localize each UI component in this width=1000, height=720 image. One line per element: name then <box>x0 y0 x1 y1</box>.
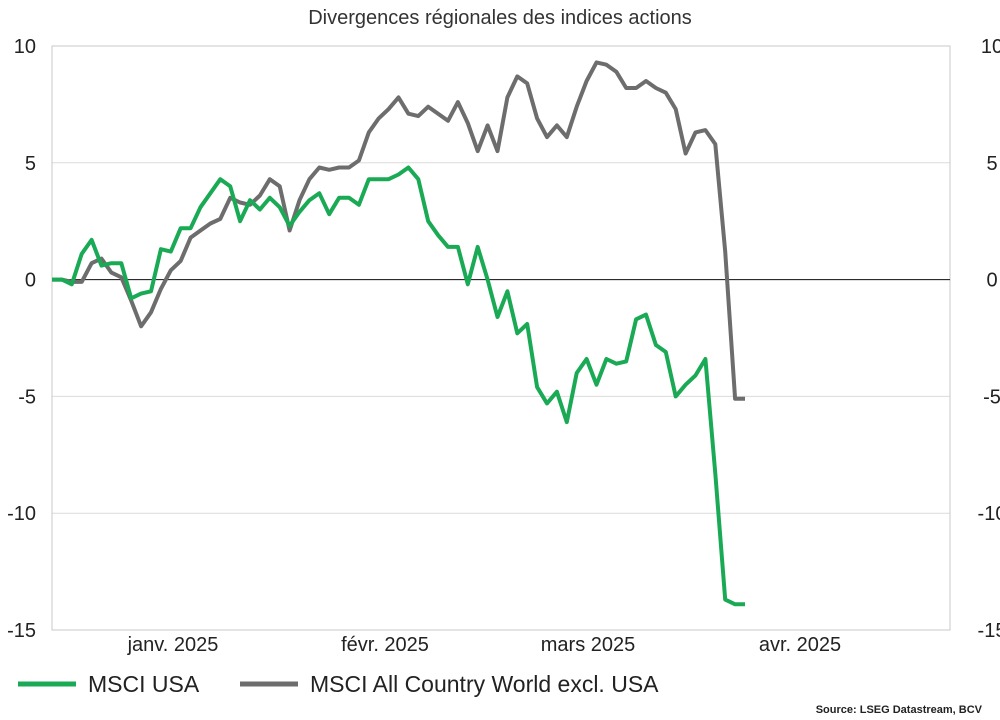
y-axis-left-ticks: 10 5 0 -5 -10 -15 <box>7 36 36 642</box>
x-axis-ticks: janv. 2025 févr. 2025 mars 2025 avr. 2025 <box>127 634 842 656</box>
x-tick-label: mars 2025 <box>541 634 636 656</box>
x-tick-label: févr. 2025 <box>341 634 429 656</box>
y-tick-label-left: -5 <box>18 386 36 408</box>
legend: MSCI USA MSCI All Country World excl. USA <box>18 671 659 697</box>
y-tick-label-right: -10 <box>978 503 1000 525</box>
y-tick-label-left: -15 <box>7 620 36 642</box>
y-tick-label-right: 5 <box>986 153 997 175</box>
source-note: Source: LSEG Datastream, BCV <box>816 704 983 716</box>
y-tick-label-left: 10 <box>14 36 36 58</box>
y-tick-label-right: 10 <box>981 36 1000 58</box>
y-tick-label-left: 5 <box>25 153 36 175</box>
x-tick-label: janv. 2025 <box>127 634 219 656</box>
y-axis-right-ticks: 10 5 0 -5 -10 -15 <box>978 36 1000 642</box>
series-lines <box>52 60 745 607</box>
legend-label-0: MSCI USA <box>88 671 200 697</box>
y-tick-label-left: -10 <box>7 503 36 525</box>
y-tick-label-right: -5 <box>983 386 1000 408</box>
series-line-1 <box>52 60 745 401</box>
chart-title: Divergences régionales des indices actio… <box>308 7 692 29</box>
y-tick-label-right: -15 <box>978 620 1000 642</box>
x-tick-label: avr. 2025 <box>759 634 841 656</box>
y-tick-label-right: 0 <box>986 270 997 292</box>
legend-label-1: MSCI All Country World excl. USA <box>310 671 659 697</box>
y-tick-label-left: 0 <box>25 270 36 292</box>
plot-frame <box>51 45 951 631</box>
series-line-0 <box>52 165 745 607</box>
